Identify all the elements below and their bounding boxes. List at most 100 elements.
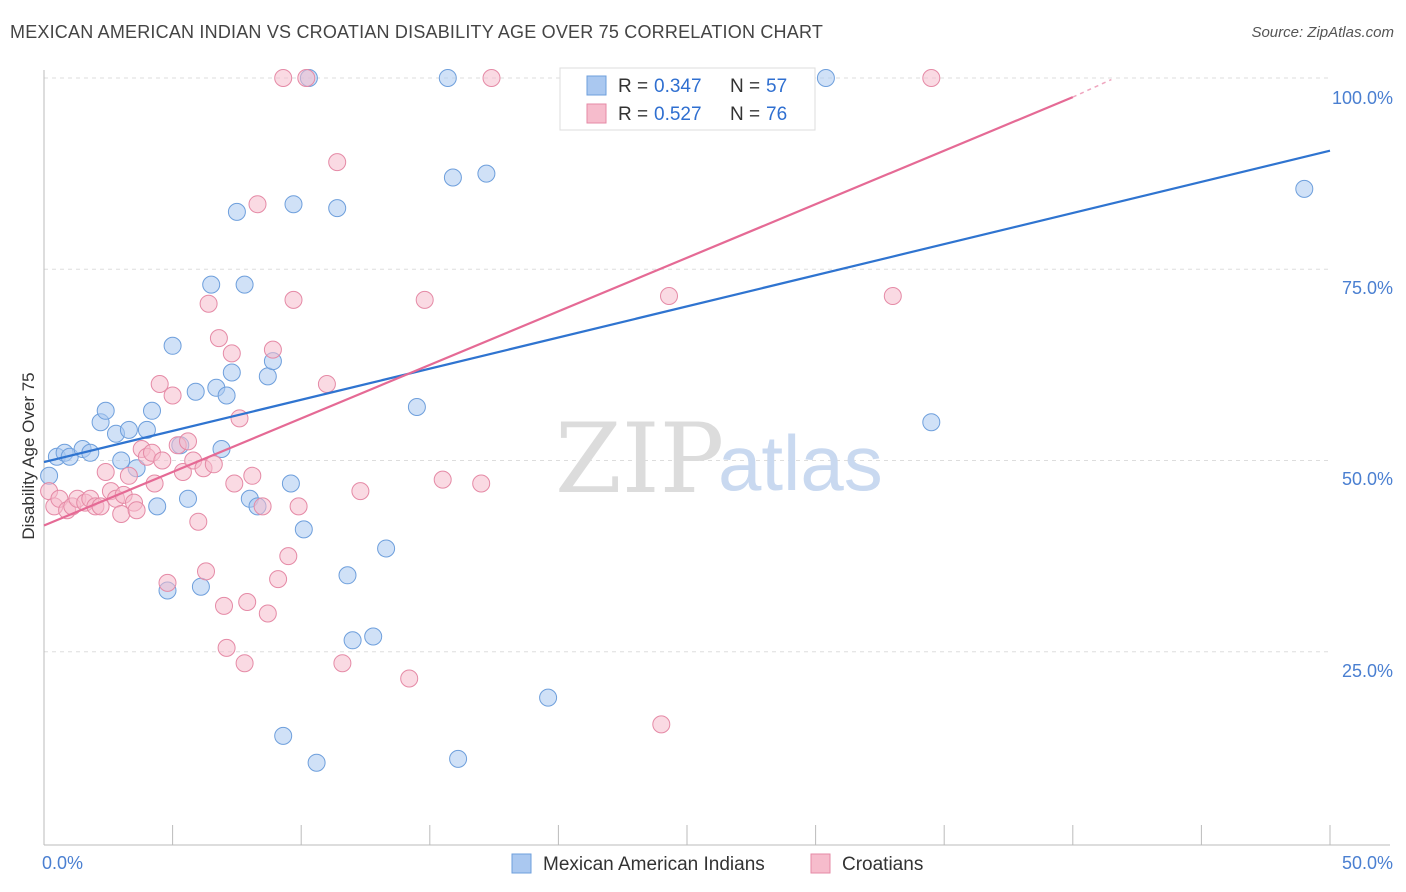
mexican-point-27 bbox=[235, 275, 254, 294]
mexican-point-50 bbox=[816, 69, 835, 87]
mexican-point-48 bbox=[539, 688, 558, 707]
croatian-point-60 bbox=[433, 470, 452, 489]
croatian-point-48 bbox=[269, 570, 288, 589]
chart-source: Source: ZipAtlas.com bbox=[1251, 24, 1394, 41]
croatian-point-32 bbox=[197, 562, 215, 581]
croatian-point-53 bbox=[297, 69, 316, 87]
croatian-point-43 bbox=[243, 466, 262, 485]
mexican-point-34 bbox=[284, 195, 303, 214]
croatian-point-23 bbox=[153, 451, 172, 470]
y-axis-title: Disability Age Over 75 bbox=[19, 372, 38, 539]
croatian-point-63 bbox=[652, 715, 671, 734]
bottom-legend-label-croatian: Croatians bbox=[842, 854, 923, 875]
croatian-point-44 bbox=[248, 195, 267, 214]
croatian-point-15 bbox=[119, 466, 138, 485]
mexican-point-39 bbox=[338, 566, 357, 585]
bottom-legend-swatch-croatian bbox=[810, 853, 831, 874]
croatian-point-39 bbox=[225, 474, 244, 493]
legend-n-label-mexican: N = bbox=[730, 76, 760, 97]
croatian-point-61 bbox=[472, 474, 491, 493]
legend-r-label-mexican: R = bbox=[618, 76, 648, 97]
bottom-legend-label-mexican: Mexican American Indians bbox=[543, 854, 765, 875]
legend-n-label-croatian: N = bbox=[730, 104, 760, 125]
mexican-point-40 bbox=[343, 631, 362, 650]
mexican-point-32 bbox=[274, 726, 293, 745]
croatian-point-59 bbox=[415, 290, 434, 309]
croatian-point-58 bbox=[400, 669, 419, 688]
chart-title: MEXICAN AMERICAN INDIAN VS CROATIAN DISA… bbox=[10, 22, 824, 42]
croatian-point-66 bbox=[922, 69, 941, 87]
legend-r-value-mexican: 0.347 bbox=[654, 76, 702, 97]
mexican-point-43 bbox=[407, 398, 426, 416]
croatian-point-41 bbox=[235, 654, 254, 673]
legend-swatch-croatian bbox=[586, 103, 607, 124]
mexican-point-42 bbox=[377, 539, 396, 558]
croatian-point-65 bbox=[883, 287, 902, 305]
trend-lines bbox=[43, 78, 1331, 527]
mexican-point-47 bbox=[477, 164, 496, 183]
mexican-point-24 bbox=[217, 386, 236, 405]
mexican-point-25 bbox=[222, 363, 241, 382]
croatian-point-56 bbox=[333, 654, 352, 673]
mexican-point-10 bbox=[119, 420, 138, 439]
mexican-point-45 bbox=[443, 168, 462, 187]
croatian-point-30 bbox=[189, 512, 208, 531]
mexican-point-33 bbox=[281, 474, 300, 493]
watermark: ZIP atlas bbox=[555, 403, 883, 515]
croatian-point-22 bbox=[150, 375, 169, 393]
croatian-point-33 bbox=[199, 294, 218, 313]
mexican-point-18 bbox=[179, 489, 197, 508]
legend-swatch-mexican bbox=[586, 75, 607, 96]
croatian-point-57 bbox=[351, 482, 370, 501]
mexican-point-30 bbox=[258, 367, 277, 386]
croatian-point-45 bbox=[253, 497, 272, 516]
mexican-point-9 bbox=[112, 451, 131, 470]
mexican-point-16 bbox=[163, 336, 182, 355]
y-tick-label-25: 25.0% bbox=[1342, 661, 1393, 681]
croatian-point-24 bbox=[158, 573, 177, 592]
croatian-point-17 bbox=[127, 501, 146, 520]
mexican-point-52 bbox=[1295, 179, 1314, 198]
mexican-point-14 bbox=[148, 497, 167, 516]
croatian-point-35 bbox=[209, 329, 228, 348]
croatian-point-37 bbox=[217, 638, 236, 657]
croatian-point-42 bbox=[238, 593, 257, 611]
mexican-point-26 bbox=[227, 202, 246, 221]
croatian-point-51 bbox=[284, 290, 303, 309]
mexican-point-19 bbox=[186, 382, 205, 401]
legend-r-value-croatian: 0.527 bbox=[654, 104, 702, 125]
croatian-point-62 bbox=[482, 69, 501, 87]
mexican-point-7 bbox=[96, 401, 115, 420]
y-tick-label-100: 100.0% bbox=[1332, 88, 1393, 108]
croatian-point-50 bbox=[279, 547, 298, 566]
mexican-point-35 bbox=[294, 520, 313, 539]
x-tick-label-max: 50.0% bbox=[1342, 853, 1393, 873]
mexican-point-20 bbox=[191, 577, 210, 596]
mexican-point-13 bbox=[143, 401, 161, 420]
legend-r-label-croatian: R = bbox=[618, 104, 648, 125]
mexican-point-12 bbox=[137, 420, 156, 439]
y-tick-label-75: 75.0% bbox=[1342, 278, 1393, 298]
mexican-point-0 bbox=[40, 466, 59, 485]
trend-line-croatian-extension bbox=[1072, 78, 1112, 98]
croatian-point-64 bbox=[660, 287, 678, 305]
mexican-point-38 bbox=[328, 199, 347, 218]
croatian-point-54 bbox=[317, 375, 336, 393]
series-legend: Mexican American Indians Croatians bbox=[511, 853, 923, 875]
gridlines bbox=[44, 77, 1330, 653]
data-points bbox=[40, 69, 1314, 772]
bottom-legend-swatch-mexican bbox=[511, 853, 532, 874]
x-tick-label-min: 0.0% bbox=[42, 853, 83, 873]
croatian-point-10 bbox=[96, 463, 115, 481]
croatian-point-46 bbox=[258, 604, 277, 623]
croatian-point-38 bbox=[222, 344, 241, 363]
watermark-zip: ZIP bbox=[555, 403, 724, 515]
croatian-point-25 bbox=[163, 386, 182, 405]
mexican-point-37 bbox=[307, 753, 326, 772]
mexican-point-21 bbox=[202, 275, 221, 294]
mexican-point-44 bbox=[438, 69, 457, 87]
watermark-atlas: atlas bbox=[718, 419, 883, 507]
croatian-point-47 bbox=[263, 340, 282, 359]
mexican-point-46 bbox=[449, 749, 468, 768]
